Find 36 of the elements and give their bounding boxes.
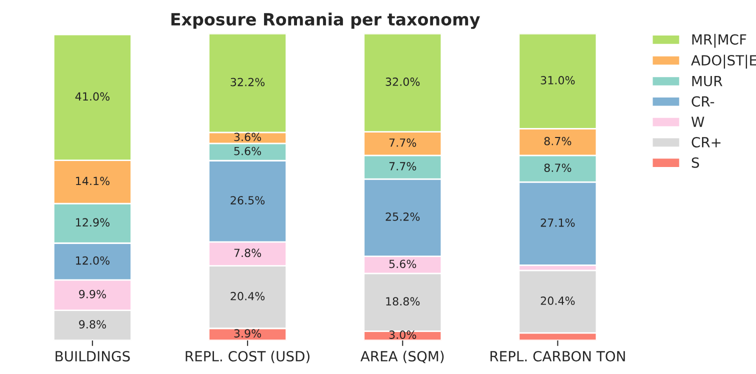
data-label: 9.9% [79, 290, 106, 298]
data-label: 5.6% [389, 260, 416, 268]
x-tick-label: BUILDINGS [56, 351, 130, 362]
x-tick-label: REPL. COST (USD) [186, 350, 310, 364]
data-label: 20.4% [540, 296, 575, 305]
data-label: 25.2% [386, 212, 420, 221]
data-label: 20.4% [230, 292, 265, 300]
data-label: 7.7% [389, 162, 416, 170]
x-tick-label: REPL. CARBON TON [490, 351, 625, 362]
data-label: 31.0% [540, 76, 575, 84]
data-label: 3.6% [234, 132, 262, 142]
data-label: 12.0% [76, 256, 110, 265]
data-label: 41.0% [75, 92, 110, 101]
legend-label: MR|MCF [692, 34, 746, 48]
data-label: 12.9% [76, 218, 110, 227]
legend-label: CR+ [692, 136, 720, 148]
data-label: 3.9% [234, 329, 262, 338]
data-label: 27.1% [540, 218, 575, 227]
legend-label: S [692, 157, 700, 168]
x-tick-label: AREA (SQM) [360, 350, 444, 364]
data-label: 5.6% [234, 146, 262, 156]
data-label: 7.7% [389, 138, 416, 147]
data-label: 7.8% [234, 248, 262, 258]
data-label: 14.1% [76, 176, 110, 186]
data-label: 32.2% [230, 78, 265, 86]
legend-label: CR- [692, 96, 714, 107]
legend-label: MUR [692, 76, 722, 86]
data-label: 8.7% [544, 164, 572, 172]
data-label: 26.5% [230, 196, 265, 204]
legend-label: W [691, 116, 704, 127]
data-label: 9.8% [79, 320, 106, 329]
data-label: 18.8% [386, 297, 420, 306]
data-label: 8.7% [544, 136, 572, 146]
data-label: 32.0% [386, 78, 420, 86]
data-label: 3.0% [389, 330, 416, 339]
chart-title: Exposure Romania per taxonomy [171, 12, 480, 29]
